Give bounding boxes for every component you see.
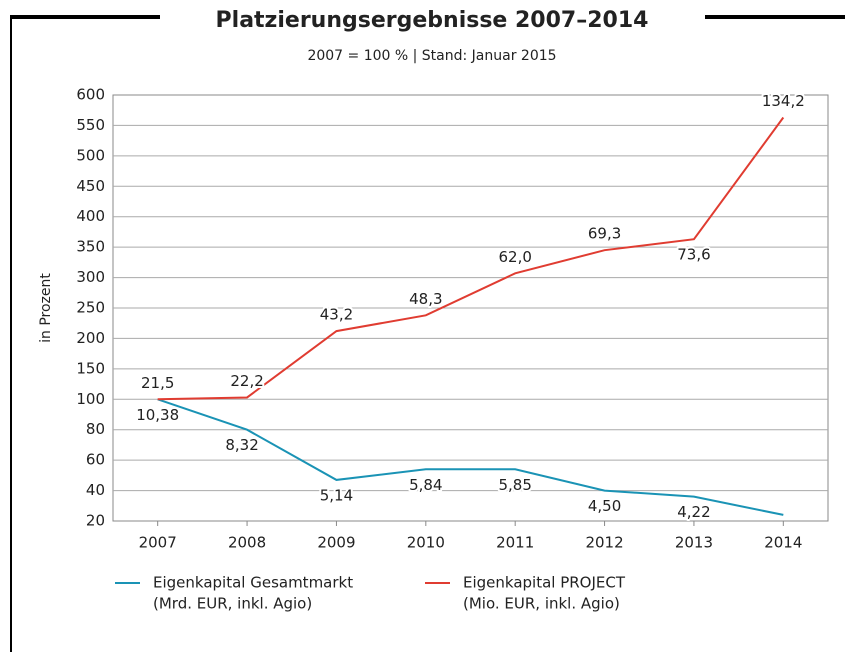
data-label: 5,14 bbox=[320, 486, 353, 504]
data-label: 4,22 bbox=[677, 503, 710, 521]
y-tick-label: 500 bbox=[76, 146, 105, 164]
y-tick-label: 40 bbox=[86, 481, 105, 499]
data-label: 21,5 bbox=[141, 374, 174, 392]
data-label: 5,85 bbox=[498, 476, 531, 494]
y-tick-label: 400 bbox=[76, 207, 105, 225]
y-tick-label: 300 bbox=[76, 268, 105, 286]
x-tick-label: 2008 bbox=[228, 534, 266, 552]
data-label: 73,6 bbox=[677, 246, 710, 264]
data-label: 8,32 bbox=[225, 436, 258, 454]
x-tick-label: 2014 bbox=[764, 534, 802, 552]
legend-label: Eigenkapital PROJECT bbox=[463, 574, 626, 592]
x-tick-label: 2011 bbox=[496, 534, 534, 552]
data-label: 48,3 bbox=[409, 290, 442, 308]
y-tick-label: 350 bbox=[76, 238, 105, 256]
data-label: 43,2 bbox=[320, 306, 353, 324]
data-label: 22,2 bbox=[230, 372, 263, 390]
y-tick-label: 80 bbox=[86, 420, 105, 438]
legend-unit: (Mio. EUR, inkl. Agio) bbox=[463, 595, 620, 613]
data-label: 10,38 bbox=[136, 406, 179, 424]
legend-unit: (Mrd. EUR, inkl. Agio) bbox=[153, 595, 312, 613]
y-tick-label: 600 bbox=[76, 86, 105, 104]
x-tick-label: 2013 bbox=[675, 534, 713, 552]
data-label: 5,84 bbox=[409, 476, 442, 494]
series-line bbox=[157, 116, 785, 401]
data-label: 4,50 bbox=[588, 497, 621, 515]
data-label: 62,0 bbox=[498, 248, 531, 266]
data-label: 134,2 bbox=[762, 92, 805, 110]
y-axis-label: in Prozent bbox=[38, 273, 54, 343]
chart-title: Platzierungsergebnisse 2007–2014 bbox=[216, 8, 649, 33]
y-tick-label: 150 bbox=[76, 359, 105, 377]
y-tick-label: 100 bbox=[76, 390, 105, 408]
y-tick-label: 550 bbox=[76, 116, 105, 134]
y-tick-label: 450 bbox=[76, 177, 105, 195]
legend-label: Eigenkapital Gesamtmarkt bbox=[153, 574, 353, 592]
y-tick-label: 200 bbox=[76, 329, 105, 347]
y-tick-label: 20 bbox=[86, 512, 105, 530]
y-tick-label: 60 bbox=[86, 451, 105, 469]
x-tick-label: 2012 bbox=[585, 534, 623, 552]
x-tick-label: 2010 bbox=[407, 534, 445, 552]
chart-subtitle: 2007 = 100 % | Stand: Januar 2015 bbox=[307, 48, 556, 64]
y-tick-label: 250 bbox=[76, 299, 105, 317]
series-line bbox=[157, 398, 784, 516]
data-label: 69,3 bbox=[588, 225, 621, 243]
x-tick-label: 2009 bbox=[317, 534, 355, 552]
x-tick-label: 2007 bbox=[139, 534, 177, 552]
